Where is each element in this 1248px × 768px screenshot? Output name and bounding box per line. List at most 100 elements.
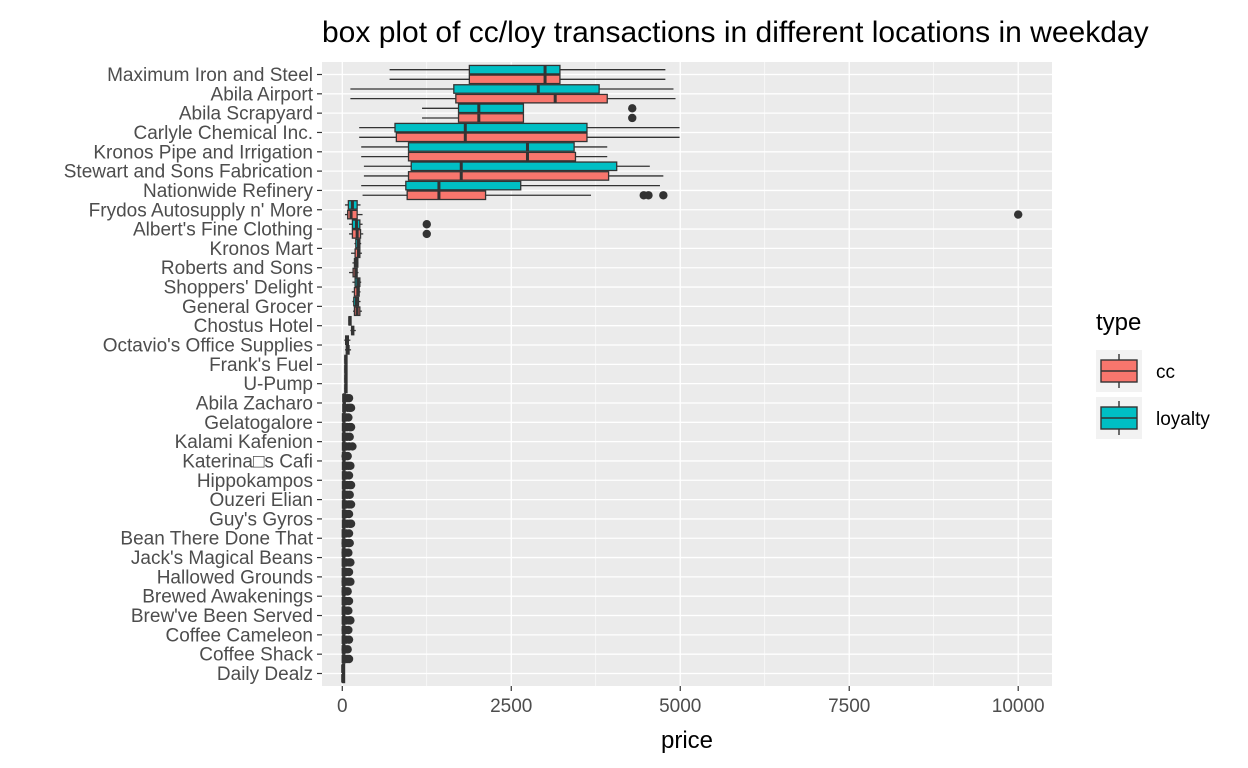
y-tick-label: Kalami Kafenion <box>175 432 313 453</box>
box-cc <box>363 171 664 181</box>
box-cc <box>341 460 355 471</box>
outlier-point <box>344 393 354 403</box>
outlier-point <box>659 191 668 200</box>
outlier-point <box>346 422 356 432</box>
legend-title: type <box>1096 309 1141 336</box>
y-tick-label: Katerina□s Cafi <box>182 451 313 472</box>
box-loyalty <box>352 296 361 307</box>
outlier-point <box>346 480 356 490</box>
y-tick-label: Roberts and Sons <box>161 258 313 279</box>
chart-title: box plot of cc/loy transactions in diffe… <box>322 16 1149 49</box>
y-tick-label: Bean There Done That <box>120 529 313 550</box>
box-cc <box>361 151 608 162</box>
box-cc <box>359 132 680 143</box>
box-cc <box>389 74 666 85</box>
y-tick-label: Shoppers' Delight <box>164 278 314 299</box>
y-tick-label: Hallowed Grounds <box>157 567 313 588</box>
x-tick-label: 5000 <box>659 696 701 717</box>
box-loyalty <box>422 103 637 114</box>
box-loyalty <box>341 567 354 577</box>
x-axis-label: price <box>661 727 713 754</box>
box-cc <box>341 518 356 529</box>
outlier-point <box>344 654 354 664</box>
box-cc <box>344 209 1023 220</box>
outlier-point <box>628 113 637 123</box>
box-loyalty <box>341 412 353 423</box>
y-tick-label: Ouzeri Elian <box>210 490 314 511</box>
box-loyalty <box>349 219 431 230</box>
box-cc <box>351 248 362 259</box>
box-loyalty <box>341 644 352 655</box>
box-cc <box>342 402 356 413</box>
y-tick-label: Frydos Autosupply n' More <box>89 200 313 221</box>
y-tick-label: Nationwide Refinery <box>143 181 314 202</box>
y-tick-label: Coffee Shack <box>199 645 313 666</box>
legend-item-cc: cc <box>1096 350 1175 392</box>
box-loyalty <box>344 354 348 365</box>
y-tick-label: General Grocer <box>182 297 314 318</box>
iqr-box <box>407 142 575 152</box>
outlier-point <box>344 625 353 635</box>
outlier-point <box>628 104 637 113</box>
box-cc <box>353 306 362 317</box>
box-loyalty <box>389 64 666 75</box>
outlier-point <box>422 229 431 239</box>
box-cc <box>341 654 354 664</box>
y-tick-label: Abila Zacharo <box>196 393 313 414</box>
outlier-point <box>346 500 356 509</box>
outlier-point <box>344 471 354 480</box>
box-loyalty <box>352 277 362 288</box>
outlier-point <box>344 548 353 557</box>
box-cc <box>341 673 346 684</box>
iqr-box <box>394 122 588 133</box>
iqr-box <box>395 132 588 143</box>
box-cc <box>341 634 354 645</box>
outlier-point <box>346 577 355 586</box>
outlier-point <box>343 645 352 654</box>
box-cc <box>341 441 357 452</box>
box-cc <box>344 344 352 355</box>
outlier-point <box>1014 210 1023 219</box>
legend-item-loyalty: loyalty <box>1096 397 1210 439</box>
y-tick-label: Albert's Fine Clothing <box>133 220 313 241</box>
outlier-point <box>344 413 353 422</box>
x-tick-label: 7500 <box>828 696 870 717</box>
legend-label-loyalty: loyalty <box>1156 409 1210 430</box>
legend: type cc loyalty <box>1096 309 1210 439</box>
y-tick-label: Gelatogalore <box>204 413 313 434</box>
y-tick-label: Frank's Fuel <box>209 355 313 376</box>
box-loyalty <box>344 335 351 346</box>
box-loyalty <box>341 470 354 481</box>
outlier-point <box>344 529 354 538</box>
outlier-point <box>348 442 357 451</box>
box-cc <box>422 113 637 123</box>
outlier-point <box>346 616 355 625</box>
y-tick-label: Kronos Mart <box>210 239 314 260</box>
box-cc <box>341 576 355 587</box>
iqr-box <box>457 103 525 114</box>
y-tick-label: Abila Scrapyard <box>179 104 313 125</box>
box-cc <box>341 499 356 510</box>
y-tick-label: Octavio's Office Supplies <box>103 336 313 357</box>
x-tick-label: 10000 <box>992 696 1045 717</box>
outlier-point <box>346 519 356 528</box>
iqr-box <box>405 180 522 191</box>
y-tick-label: Maximum Iron and Steel <box>107 65 313 86</box>
outlier-point <box>344 635 354 644</box>
box-loyalty <box>341 605 353 616</box>
box-plots <box>341 64 1023 684</box>
box-loyalty <box>341 451 352 462</box>
iqr-box <box>455 93 608 104</box>
box-loyalty <box>344 200 361 210</box>
box-loyalty <box>341 489 354 500</box>
y-tick-label: Coffee Cameleon <box>165 625 313 646</box>
iqr-box <box>457 113 525 123</box>
x-axis-ticks: 0 2500 5000 7500 10000 <box>337 686 1045 717</box>
box-loyalty <box>361 142 608 152</box>
x-tick-label: 0 <box>337 696 348 717</box>
iqr-box <box>468 74 561 85</box>
box-loyalty <box>341 625 353 635</box>
box-loyalty <box>341 528 354 539</box>
